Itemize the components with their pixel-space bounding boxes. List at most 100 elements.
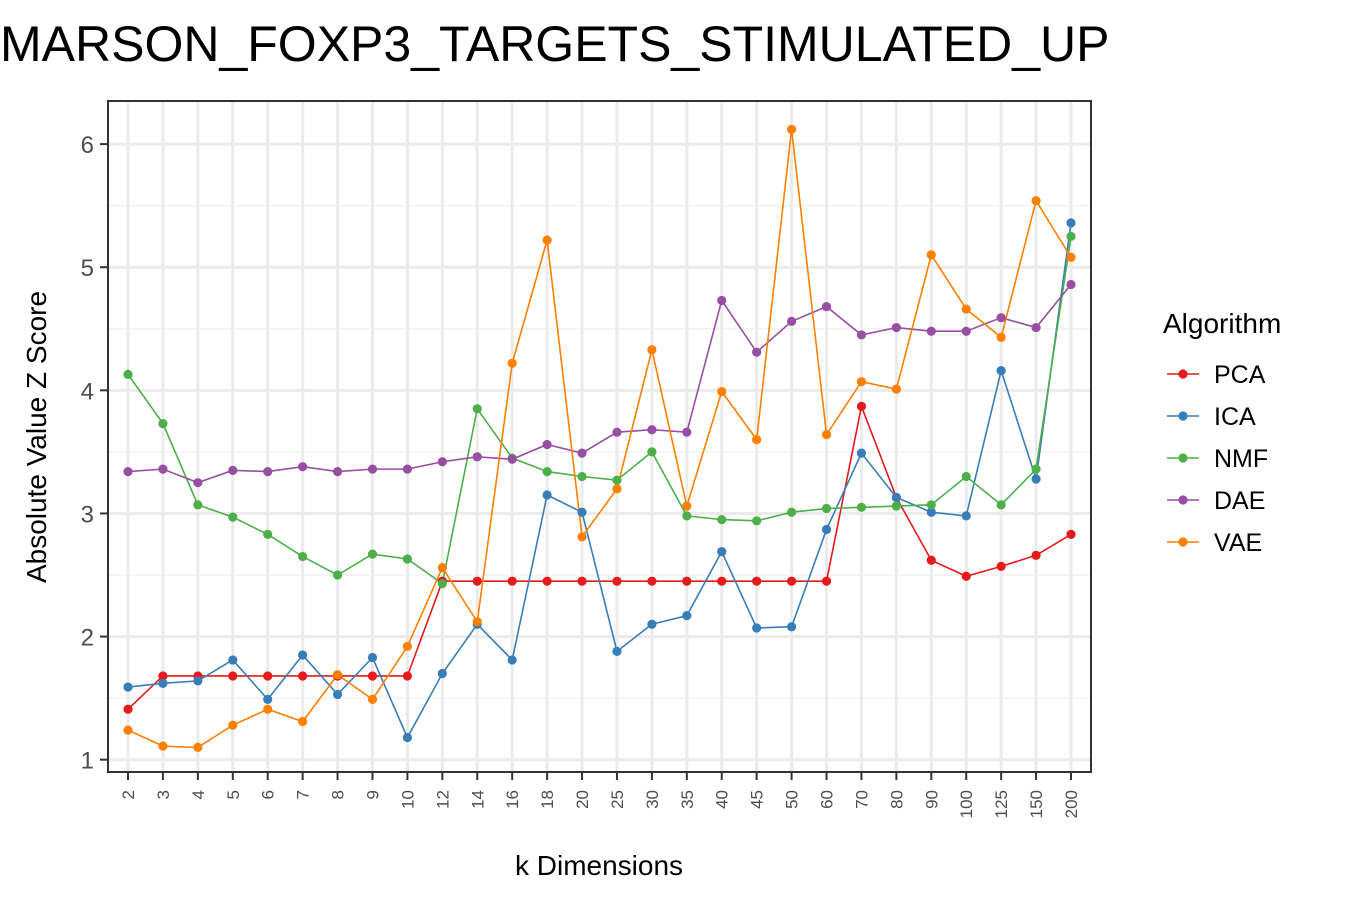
data-point-nmf [682, 511, 692, 521]
data-point-pca [926, 555, 936, 565]
data-point-pca [612, 576, 622, 586]
data-point-ica [263, 694, 273, 704]
data-point-ica [717, 547, 727, 557]
data-point-dae [332, 466, 343, 477]
legend-label-nmf: NMF [1214, 445, 1268, 473]
data-point-ica [856, 448, 867, 458]
data-point-dae [298, 462, 308, 472]
data-point-vae [961, 304, 971, 314]
data-point-nmf [298, 551, 308, 562]
data-point-pca [682, 576, 692, 586]
x-tick-label: 100 [957, 790, 976, 818]
x-tick-label: 12 [433, 790, 452, 809]
legend-marker-vae [1178, 537, 1188, 547]
data-point-dae [891, 322, 901, 333]
legend-items: PCA ICA NMF DAE VAE [1167, 361, 1268, 557]
data-point-nmf [367, 549, 378, 559]
data-point-dae [961, 326, 971, 336]
data-point-dae [228, 465, 238, 475]
legend-item-dae: DAE [1167, 487, 1265, 515]
y-tick-label: 1 [81, 748, 94, 775]
data-point-dae [367, 464, 378, 474]
data-point-nmf [717, 515, 727, 525]
legend-item-ica: ICA [1167, 403, 1256, 431]
data-point-vae [926, 250, 936, 260]
x-tick-label: 45 [748, 790, 767, 809]
data-point-nmf [472, 404, 482, 414]
data-point-nmf [891, 501, 901, 511]
data-point-nmf [856, 502, 867, 512]
data-point-vae [1066, 252, 1076, 262]
data-point-ica [682, 611, 692, 621]
data-point-nmf [123, 369, 133, 379]
data-point-pca [367, 671, 378, 681]
data-point-pca [298, 671, 308, 681]
data-point-vae [577, 532, 587, 542]
data-point-pca [228, 671, 238, 681]
data-point-nmf [926, 500, 936, 510]
x-tick-label: 2 [119, 790, 138, 799]
x-tick-label: 90 [922, 790, 941, 809]
data-point-pca [996, 561, 1006, 571]
data-point-nmf [752, 516, 762, 526]
data-point-vae [507, 358, 517, 368]
x-tick-label: 30 [643, 790, 662, 809]
data-point-dae [717, 295, 727, 306]
x-tick-label: 150 [1027, 790, 1046, 818]
x-tick-label: 16 [503, 790, 522, 809]
data-point-vae [752, 434, 762, 445]
data-point-vae [123, 725, 133, 735]
x-tick-label: 25 [608, 790, 627, 809]
legend-item-pca: PCA [1167, 361, 1266, 389]
legend-title: Algorithm [1163, 308, 1281, 339]
data-point-ica [367, 652, 378, 663]
data-point-dae [647, 425, 657, 435]
y-axis-title: Absolute Value Z Score [21, 291, 52, 583]
plot-panel-border [107, 100, 1092, 773]
data-point-nmf [437, 579, 447, 589]
data-point-vae [856, 377, 867, 387]
data-point-dae [472, 452, 482, 462]
legend-label-pca: PCA [1214, 361, 1266, 389]
x-tick-label: 10 [398, 790, 417, 809]
x-tick-label: 80 [887, 790, 906, 809]
series-lines [127, 129, 1072, 749]
y-tick-label: 2 [81, 625, 94, 652]
data-point-pca [856, 401, 867, 411]
data-point-dae [263, 466, 273, 477]
data-point-pca [752, 576, 762, 586]
data-point-ica [752, 623, 762, 633]
data-point-ica [821, 524, 832, 535]
data-point-pca [542, 576, 552, 586]
data-point-nmf [821, 503, 832, 514]
data-point-dae [856, 330, 867, 340]
data-point-vae [717, 386, 727, 397]
y-tick-label: 5 [81, 255, 94, 282]
data-point-ica [926, 507, 936, 517]
x-tick-label: 50 [783, 790, 802, 809]
data-point-vae [682, 501, 692, 511]
legend-marker-ica [1178, 411, 1188, 421]
legend-marker-dae [1178, 495, 1188, 505]
x-tick-label: 14 [468, 790, 487, 809]
x-tick-label: 5 [224, 790, 243, 799]
data-point-dae [437, 457, 447, 467]
x-tick-label: 6 [259, 790, 278, 799]
data-point-vae [1031, 196, 1041, 206]
data-point-ica [332, 689, 343, 700]
data-point-nmf [332, 570, 343, 580]
data-point-pca [821, 576, 832, 586]
data-point-pca [158, 671, 168, 681]
data-point-ica [193, 676, 203, 686]
x-tick-label: 200 [1062, 790, 1081, 818]
data-point-pca [123, 704, 133, 714]
y-tick-label: 6 [81, 132, 94, 159]
data-point-nmf [158, 418, 168, 429]
data-point-vae [821, 430, 832, 440]
data-point-ica [298, 650, 308, 660]
y-tick-label: 3 [81, 501, 94, 528]
x-tick-label: 4 [189, 790, 208, 799]
grid-lines [108, 101, 1091, 772]
